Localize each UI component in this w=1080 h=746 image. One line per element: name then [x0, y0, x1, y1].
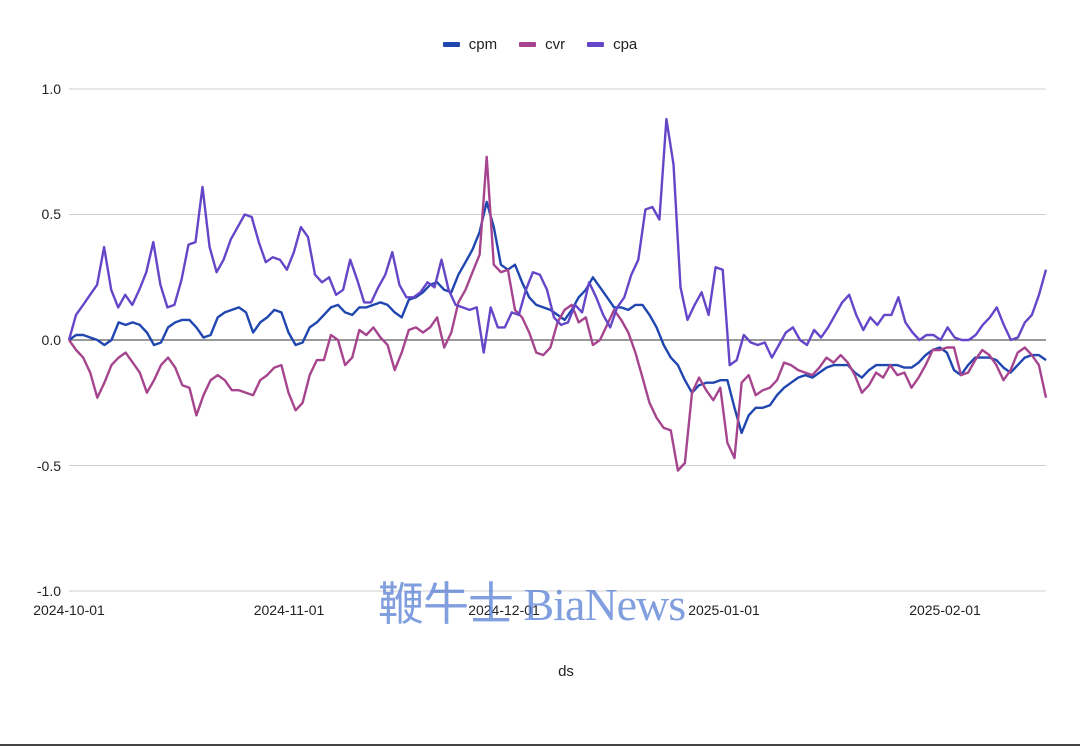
legend: cpm cvr cpa	[0, 36, 1080, 53]
series-line-cpa[interactable]	[67, 117, 1048, 367]
watermark: 鞭牛士 BiaNews	[378, 579, 686, 630]
x-tick-2024-10-01: 2024-10-01	[33, 602, 105, 618]
legend-label-cpm: cpm	[468, 36, 498, 53]
legend-item-cvr[interactable]: cvr	[519, 36, 565, 53]
gridlines	[69, 88, 1046, 592]
legend-swatch-cpm	[442, 42, 460, 47]
x-tick-2024-11-01: 2024-11-01	[253, 602, 325, 618]
bottom-border	[0, 744, 1080, 746]
series-line-cpm[interactable]	[68, 200, 1047, 435]
x-axis-title: ds	[558, 663, 574, 680]
y-tick-neg-0.5: -0.5	[36, 458, 61, 474]
legend-item-cpa[interactable]: cpa	[587, 36, 637, 53]
legend-item-cpm[interactable]: cpm	[442, 36, 498, 53]
y-tick-1.0: 1.0	[41, 81, 61, 97]
y-tick-0.5: 0.5	[41, 206, 61, 222]
y-tick-0.0: 0.0	[41, 332, 61, 348]
legend-swatch-cvr	[519, 42, 537, 47]
legend-label-cpa: cpa	[613, 36, 638, 53]
legend-label-cvr: cvr	[545, 36, 566, 53]
x-tick-2025-02-01: 2025-02-01	[909, 602, 981, 618]
series-lines	[67, 117, 1048, 472]
y-tick-neg-1.0: -1.0	[36, 583, 61, 599]
legend-swatch-cpa	[587, 42, 605, 47]
x-tick-2024-12-01: 2024-12-01	[468, 602, 540, 618]
x-tick-2025-01-01: 2025-01-01	[688, 602, 760, 618]
